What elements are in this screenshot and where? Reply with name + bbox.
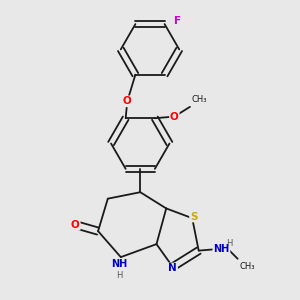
Text: H: H [116,271,122,280]
Text: CH₃: CH₃ [239,262,255,271]
Text: O: O [123,96,132,106]
Text: NH: NH [213,244,230,254]
Text: H: H [226,239,233,248]
Text: O: O [71,220,80,230]
Text: O: O [170,112,179,122]
Text: N: N [168,263,177,274]
Text: NH: NH [111,259,127,269]
Text: S: S [190,212,198,221]
Text: CH₃: CH₃ [191,95,207,104]
Text: F: F [174,16,181,26]
